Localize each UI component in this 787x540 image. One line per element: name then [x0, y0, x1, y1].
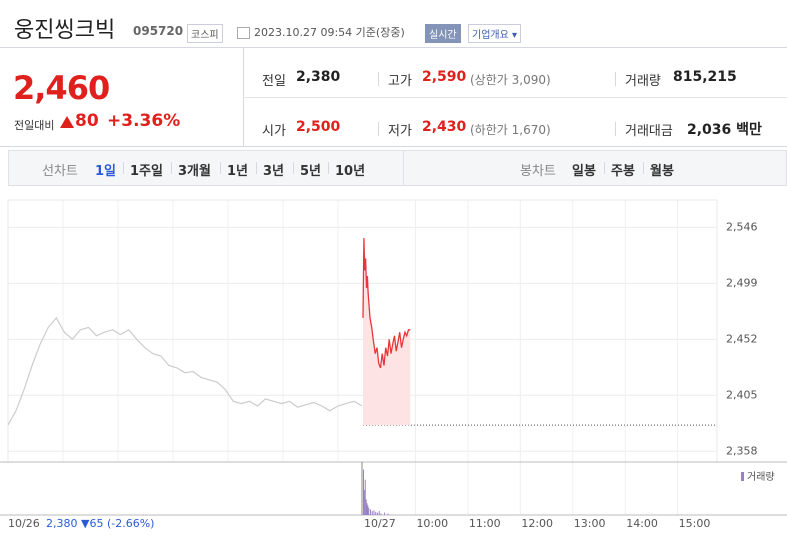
- stat-label: 거래량: [625, 74, 661, 89]
- stat-label: 고가: [388, 74, 412, 89]
- quote-box: [0, 47, 787, 147]
- volume-bar: [366, 503, 368, 515]
- volume-bar: [371, 511, 373, 515]
- stat-value: 2,036 백만: [687, 122, 762, 138]
- volume-bar: [375, 511, 377, 515]
- volume-bar: [383, 512, 385, 515]
- x-tick-label: 11:00: [469, 517, 501, 530]
- x-tick-label: 10:00: [416, 517, 448, 530]
- period-tab[interactable]: 1년: [227, 164, 249, 179]
- stat-label: 거래대금: [625, 124, 673, 139]
- volume-bar: [365, 499, 367, 515]
- change: 80: [75, 111, 99, 131]
- overview-label: 기업개요: [472, 30, 509, 41]
- stat-note: (상한가 3,090): [470, 73, 551, 87]
- volume-bar: [387, 513, 389, 515]
- volume-bar: [373, 510, 375, 515]
- volume-bar: [369, 509, 371, 515]
- tab-separator: [256, 162, 257, 174]
- stat-label: 시가: [262, 124, 286, 139]
- previous-summary: 2,380 ▼65 (-2.66%): [46, 517, 154, 530]
- up-triangle: [60, 116, 74, 128]
- tab-separator: [220, 162, 221, 174]
- x-tick-label: 15:00: [679, 517, 711, 530]
- volume-legend-swatch: [741, 472, 744, 481]
- overview-button[interactable]: 기업개요 ▾: [468, 24, 522, 43]
- tab-separator: [293, 162, 294, 174]
- tab-separator: [604, 162, 605, 174]
- stock-code: 095720: [133, 24, 184, 38]
- period-tab[interactable]: 3년: [263, 164, 285, 179]
- change-label: 전일대비: [14, 119, 55, 132]
- stat-label: 전일: [262, 74, 286, 89]
- period-tab[interactable]: 1주일: [130, 164, 163, 179]
- stat-value: 2,500: [296, 119, 341, 135]
- volume-bar: [367, 505, 369, 515]
- current-price: 2,460: [13, 69, 110, 107]
- candle-tab[interactable]: 주봉: [611, 164, 635, 179]
- previous-day-line: [7, 316, 363, 426]
- change-rate: +3.36%: [107, 111, 181, 131]
- tab-divider: [403, 151, 404, 185]
- stat-value: 815,215: [673, 69, 737, 85]
- stat-separator: [615, 122, 616, 136]
- tab-separator: [123, 162, 124, 174]
- date-label: 10/27: [364, 517, 396, 530]
- stat-value: 2,430: [422, 119, 467, 135]
- x-tick-label: 14:00: [626, 517, 658, 530]
- tab-separator: [643, 162, 644, 174]
- stat-separator: [378, 122, 379, 136]
- stat-value: 2,590: [422, 69, 467, 85]
- y-tick-label: 2,546: [726, 220, 758, 233]
- volume-bar: [368, 507, 370, 515]
- market-badge: 코스피: [187, 24, 223, 43]
- period-tab[interactable]: 10년: [335, 164, 366, 179]
- tab-separator: [328, 162, 329, 174]
- y-tick-label: 2,405: [726, 388, 758, 401]
- date-label: 10/26: [8, 517, 40, 530]
- x-tick-label: 12:00: [521, 517, 553, 530]
- candle-tab[interactable]: 일봉: [572, 164, 596, 179]
- tab-separator: [171, 162, 172, 174]
- volume-bar: [364, 479, 366, 515]
- volume-bar: [378, 511, 380, 515]
- quote-time: 2023.10.27 09:54 기준(장중): [254, 26, 405, 39]
- stat-value: 2,380: [296, 69, 341, 85]
- volume-bar: [363, 489, 365, 515]
- y-tick-label: 2,499: [726, 276, 758, 289]
- x-tick-label: 13:00: [574, 517, 606, 530]
- today-line: [362, 238, 411, 369]
- stat-separator: [615, 72, 616, 86]
- y-tick-label: 2,358: [726, 444, 758, 457]
- volume-legend: 거래량: [747, 471, 775, 483]
- calendar-icon: [237, 27, 250, 39]
- period-tab[interactable]: 1일: [95, 164, 117, 179]
- period-tab[interactable]: 3개월: [178, 164, 211, 179]
- tab-label: 봉차트: [520, 164, 556, 179]
- realtime-button[interactable]: 실시간: [425, 24, 461, 43]
- today-area: [363, 238, 411, 426]
- volume-bar: [363, 469, 364, 515]
- volume-bar: [376, 512, 378, 515]
- period-tab[interactable]: 5년: [300, 164, 322, 179]
- volume-bar: [380, 513, 382, 515]
- stat-label: 저가: [388, 124, 412, 139]
- row-separator: [243, 97, 787, 98]
- price-panel: [0, 47, 244, 146]
- stock-name: 웅진씽크빅: [14, 18, 116, 43]
- tab-label: 선차트: [42, 164, 78, 179]
- candle-tab[interactable]: 월봉: [650, 164, 674, 179]
- stat-note: (하한가 1,670): [470, 123, 551, 137]
- y-tick-label: 2,452: [726, 332, 758, 345]
- tab-bar: [8, 150, 787, 186]
- stat-separator: [378, 72, 379, 86]
